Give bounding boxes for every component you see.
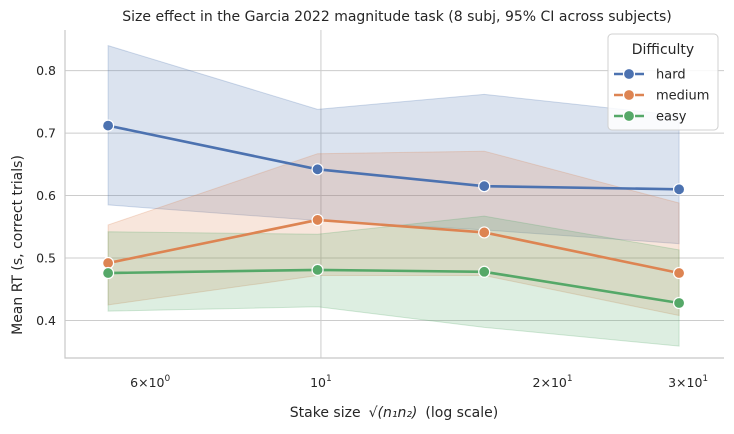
legend-title: Difficulty [632,42,694,58]
legend-label-hard: hard [656,68,686,83]
data-point-medium [311,213,324,227]
chart-title: Size effect in the Garcia 2022 magnitude… [122,9,671,25]
series-line-easy [108,268,680,305]
data-point-easy [101,266,115,280]
data-point-easy [672,296,686,310]
x-tick-base: 10 [310,375,326,390]
data-point-medium [672,266,686,280]
ci-bands [107,44,680,347]
data-point-hard [101,119,115,132]
x-axis-label-suffix: (log scale) [425,405,498,421]
x-tick-label: 3×101 [668,374,708,390]
data-point-medium [101,256,115,270]
data-point-easy [478,265,491,278]
legend-swatch-marker-medium [622,88,636,102]
x-axis-label: Stake size √(n₁n₂) (log scale) [290,405,498,421]
x-axis-label-text: Stake size [290,405,361,421]
ci-band-easy [107,215,680,347]
y-tick-label: 0.8 [36,63,56,78]
ci-band-medium [107,150,680,317]
data-point-easy [311,263,324,277]
x-tick-base: 6×10 [130,375,164,390]
series-lines [107,124,680,305]
x-tick-base: 3×10 [668,375,702,390]
y-tick-label: 0.5 [36,251,56,266]
legend-label-easy: easy [656,110,687,125]
series-points [101,119,686,310]
grid-layer [65,30,724,358]
y-tick-label: 0.4 [36,313,56,328]
x-axis-label-math: √(n₁n₂) [369,405,418,421]
x-tick-exponent: 1 [567,374,573,384]
legend-swatch-marker-easy [622,109,636,123]
axis-spines [64,30,724,359]
x-tick-exponent: 0 [164,374,170,384]
axes: 0.40.50.60.70.86×100 101 2×101 3×101 [36,30,724,390]
y-tick-label: 0.7 [36,126,56,141]
x-tick-exponent: 1 [326,374,332,384]
y-tick-label: 0.6 [36,188,56,203]
y-axis-label: Mean RT (s, correct trials) [10,155,26,335]
data-point-medium [478,226,491,239]
x-tick-base: 2×10 [533,375,567,390]
x-tick-label: 6×100 [130,374,170,390]
legend: Difficulty hard medium easy [607,33,719,131]
legend-box [607,33,719,131]
legend-label-medium: medium [656,89,709,104]
ci-band-hard [107,44,680,245]
data-point-hard [672,183,686,196]
series-line-hard [107,124,680,191]
x-tick-label: 101 [310,374,332,390]
x-tick-label: 2×101 [533,374,573,390]
data-point-hard [311,163,324,176]
x-tick-exponent: 1 [702,374,708,384]
legend-swatch-marker-hard [622,67,636,81]
data-point-hard [478,180,491,193]
series-line-medium [107,218,680,275]
